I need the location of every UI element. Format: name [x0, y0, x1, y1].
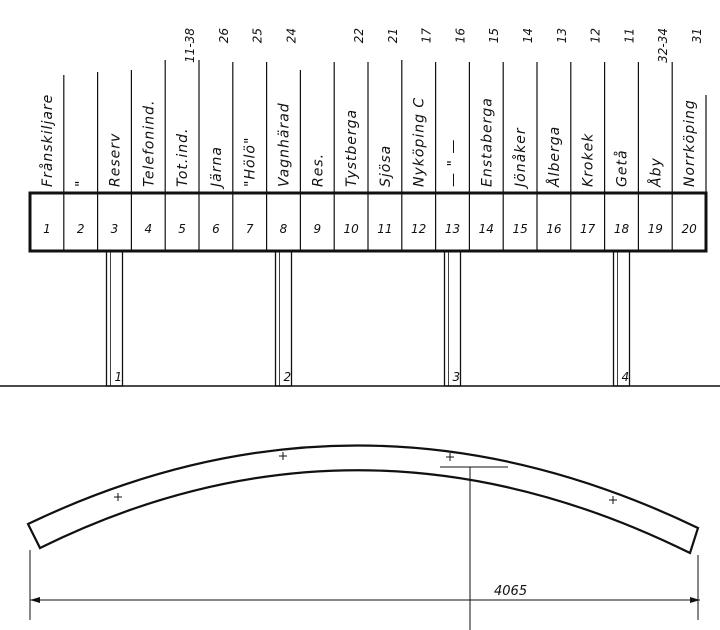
cell-number: 17 — [580, 222, 596, 236]
cell-number: 3 — [111, 222, 119, 236]
cell-number: 20 — [681, 222, 697, 236]
cell-number: 1 — [43, 222, 51, 236]
cell-number: 14 — [479, 222, 494, 236]
column-code: 21 — [386, 28, 400, 43]
dimension-line: 4065 — [29, 550, 700, 620]
column-code: 24 — [284, 28, 298, 43]
cell-number: 12 — [411, 222, 426, 236]
column-label: Getå — [614, 149, 631, 187]
column-label: Res. — [310, 153, 326, 187]
column-labels: Frånskiljare " Reserv Telefonind. Tot.ind. 11… — [39, 28, 707, 193]
post — [612, 250, 631, 387]
cell-number: 18 — [614, 222, 630, 236]
post-label: 4 — [622, 370, 630, 384]
column-label: Telefonind. — [141, 100, 157, 187]
column-label: — " — — [446, 139, 462, 187]
column-label: Frånskiljare — [39, 94, 56, 187]
cell-number: 19 — [648, 222, 663, 236]
column-code: 11 — [622, 28, 636, 43]
cell-number: 9 — [313, 222, 321, 236]
post-label: 1 — [115, 370, 123, 384]
column-code: 22 — [352, 28, 366, 43]
post — [443, 250, 462, 387]
column-code: 16 — [453, 28, 467, 44]
column-label: Tot.ind. — [175, 128, 191, 187]
cell-number: 6 — [212, 222, 220, 236]
column-label: Ålberga — [546, 126, 563, 188]
cross-marks — [114, 452, 617, 504]
cell-number: 4 — [144, 222, 152, 236]
column-label: "Hölö" — [243, 137, 259, 187]
column-label: Nyköping C — [412, 97, 428, 187]
column-code: 11-38 — [183, 28, 197, 63]
cell-number: 13 — [445, 222, 460, 236]
post-label: 2 — [284, 370, 292, 384]
cell-number: 16 — [546, 222, 562, 236]
column-label: Enstaberga — [479, 97, 495, 187]
column-label: Järna — [209, 146, 225, 190]
column-label: Reserv — [108, 133, 124, 187]
column-label: Sjösa — [378, 145, 394, 187]
column-code: 31 — [690, 28, 704, 43]
cell-number: 7 — [246, 222, 254, 236]
post — [274, 250, 293, 387]
post-label: 3 — [453, 370, 461, 384]
column-code: 15 — [487, 28, 501, 43]
column-label: Norrköping — [682, 99, 698, 187]
column-code: 32-34 — [656, 28, 670, 63]
cell-number: 8 — [280, 222, 288, 236]
cell-number: 5 — [178, 222, 186, 236]
column-code: 12 — [589, 28, 603, 43]
column-code: 17 — [420, 28, 434, 44]
dimension-value: 4065 — [494, 584, 527, 599]
support-posts: 1 2 3 4 — [105, 250, 631, 387]
column-label: Tystberga — [344, 109, 360, 187]
column-label: Åby — [647, 157, 664, 188]
column-code: 26 — [217, 28, 231, 44]
cell-number: 15 — [512, 222, 527, 236]
column-code: 13 — [555, 28, 569, 43]
cell-number: 2 — [77, 222, 85, 236]
column-code: 25 — [251, 28, 265, 43]
terminal-strip: 1 2 3 4 5 6 7 8 9 10 11 12 13 14 15 16 17 18 19 20 — [28, 191, 708, 253]
column-label: " — [74, 180, 90, 187]
cell-number: 11 — [377, 222, 392, 236]
column-label: Vagnhärad — [277, 102, 293, 187]
column-label: Krokek — [581, 133, 597, 187]
column-label: Jönåker — [512, 127, 529, 190]
curved-beam — [26, 444, 700, 630]
column-code: 14 — [521, 28, 535, 43]
post — [105, 250, 124, 387]
cell-number: 10 — [343, 222, 359, 236]
